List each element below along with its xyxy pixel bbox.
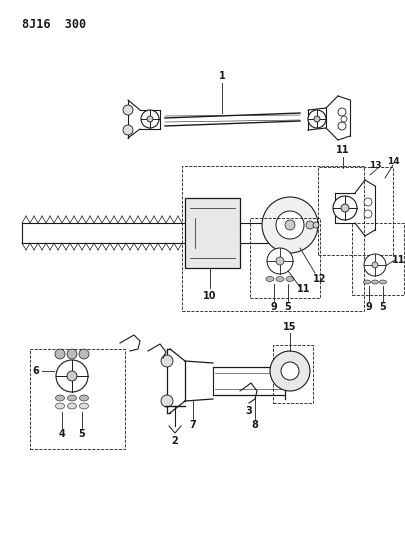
Ellipse shape — [68, 403, 77, 409]
Text: 5: 5 — [285, 302, 291, 312]
Text: 2: 2 — [172, 436, 178, 446]
Bar — [182, 166, 364, 311]
Ellipse shape — [79, 403, 89, 409]
Circle shape — [364, 198, 372, 206]
Text: 9: 9 — [366, 302, 372, 312]
Text: 1: 1 — [219, 71, 225, 81]
Ellipse shape — [276, 277, 284, 281]
Text: 4: 4 — [59, 429, 65, 439]
Text: 11: 11 — [392, 255, 405, 265]
Ellipse shape — [364, 280, 371, 284]
Circle shape — [79, 349, 89, 359]
Circle shape — [341, 204, 349, 212]
Circle shape — [267, 248, 293, 274]
Circle shape — [341, 116, 347, 122]
Ellipse shape — [55, 395, 64, 401]
Circle shape — [338, 108, 346, 116]
Bar — [185, 198, 240, 268]
Circle shape — [364, 254, 386, 276]
Circle shape — [308, 110, 326, 128]
Text: 8: 8 — [252, 420, 258, 430]
Circle shape — [270, 351, 310, 391]
Text: 11: 11 — [297, 284, 311, 294]
Circle shape — [141, 110, 159, 128]
Bar — [352, 223, 404, 295]
Circle shape — [313, 222, 319, 228]
Text: 12: 12 — [313, 274, 327, 284]
Circle shape — [285, 220, 295, 230]
Text: 8J16  300: 8J16 300 — [22, 18, 86, 31]
Text: 6: 6 — [33, 366, 39, 376]
Circle shape — [67, 349, 77, 359]
Circle shape — [56, 360, 88, 392]
Text: 5: 5 — [379, 302, 386, 312]
Ellipse shape — [68, 395, 77, 401]
Circle shape — [314, 116, 320, 122]
Ellipse shape — [379, 280, 386, 284]
Ellipse shape — [266, 277, 274, 281]
Text: 11: 11 — [336, 145, 350, 155]
Circle shape — [276, 211, 304, 239]
Text: 15: 15 — [283, 322, 297, 332]
Ellipse shape — [371, 280, 379, 284]
Circle shape — [306, 221, 314, 229]
Circle shape — [372, 262, 378, 268]
Text: 14: 14 — [387, 157, 399, 166]
Bar — [250, 218, 320, 298]
Circle shape — [333, 196, 357, 220]
Ellipse shape — [79, 395, 89, 401]
Circle shape — [161, 395, 173, 407]
Circle shape — [338, 122, 346, 130]
Ellipse shape — [55, 403, 64, 409]
Circle shape — [123, 105, 133, 115]
Circle shape — [123, 125, 133, 135]
Circle shape — [147, 116, 153, 122]
Circle shape — [281, 362, 299, 380]
Circle shape — [55, 349, 65, 359]
Text: 3: 3 — [245, 406, 252, 416]
Text: 9: 9 — [271, 302, 277, 312]
Circle shape — [364, 210, 372, 218]
Text: 7: 7 — [190, 420, 196, 430]
Bar — [318, 167, 393, 255]
Circle shape — [276, 257, 284, 265]
Circle shape — [262, 197, 318, 253]
Text: 13: 13 — [369, 160, 381, 169]
Ellipse shape — [286, 277, 294, 281]
Text: 5: 5 — [79, 429, 85, 439]
Bar — [273, 345, 313, 403]
Circle shape — [67, 371, 77, 381]
Bar — [30, 349, 125, 449]
Text: 10: 10 — [203, 291, 217, 301]
Circle shape — [161, 355, 173, 367]
